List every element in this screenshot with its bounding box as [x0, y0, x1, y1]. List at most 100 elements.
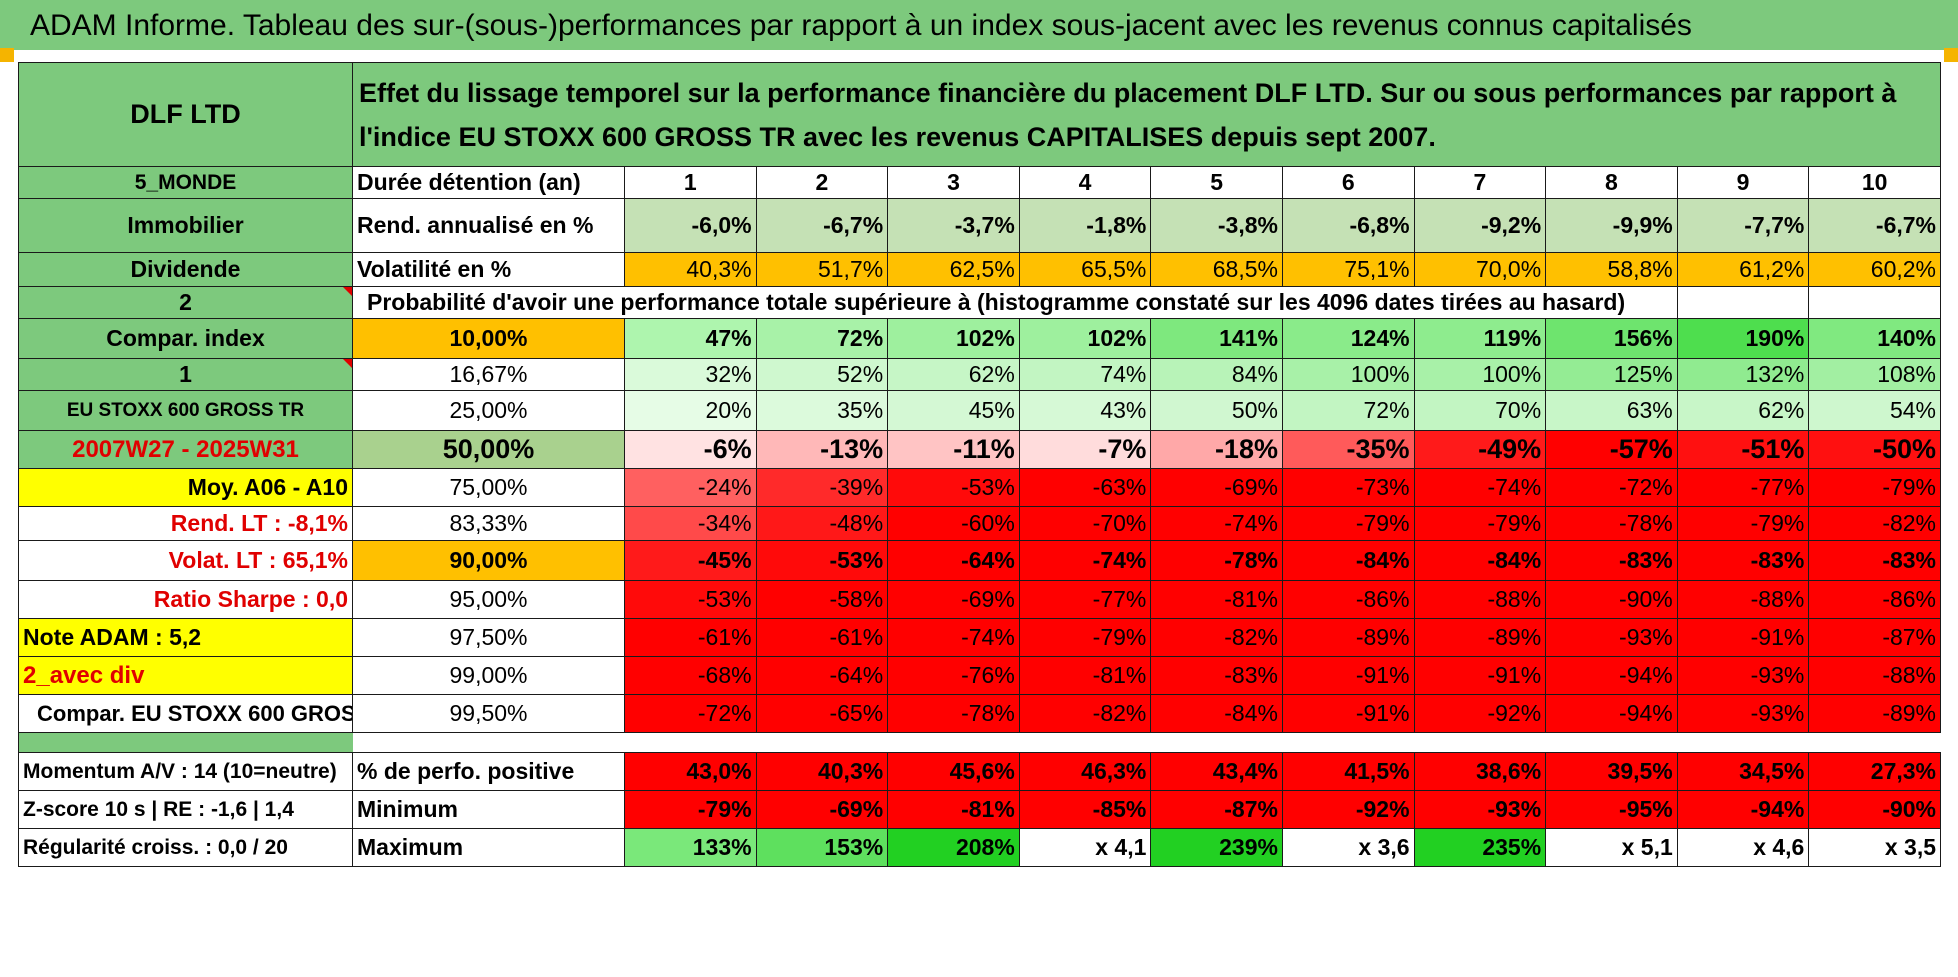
- vol-row: Dividende Volatilité en % 40,3% 51,7% 62,5% 6…: [18, 252, 1942, 287]
- quantile-value: 141%: [1150, 318, 1283, 359]
- quantile-value: 125%: [1545, 358, 1678, 391]
- year-header: 7: [1413, 166, 1547, 199]
- quantile-value: 74%: [1018, 358, 1152, 391]
- quantile-value: -94%: [1545, 694, 1678, 733]
- probability-row: 2 Probabilité d'avoir une performance tot…: [18, 286, 1942, 319]
- quantile-value: -88%: [1676, 580, 1810, 619]
- rend-value: -1,8%: [1018, 198, 1152, 253]
- quantile-value: -72%: [624, 694, 757, 733]
- quantile-threshold: 95,00%: [352, 580, 625, 619]
- quantile-value: -83%: [1545, 540, 1678, 581]
- quantile-row: Compar. EU STOXX 600 GROSS TR99,50%-72%-…: [18, 694, 1942, 733]
- minimum-row-value: -69%: [755, 790, 889, 829]
- quantile-value: -74%: [1018, 540, 1152, 581]
- probability-label: Probabilité d'avoir une performance tota…: [352, 286, 1678, 319]
- vol-value: 51,7%: [755, 252, 889, 287]
- quantile-threshold: 99,00%: [352, 656, 625, 695]
- quantile-value: -64%: [887, 540, 1020, 581]
- compar-full-label: Compar. EU STOXX 600 GROSS TR: [18, 694, 353, 733]
- quantile-value: 72%: [1281, 390, 1415, 431]
- quantile-row: Compar. index 10,00% 47% 72% 102% 102% 141% 124…: [18, 318, 1942, 359]
- quantile-value: -51%: [1676, 430, 1810, 469]
- positive-row-value: 43,0%: [624, 752, 757, 791]
- vol-value: 60,2%: [1808, 252, 1942, 287]
- quantile-value: 100%: [1413, 358, 1547, 391]
- year-header: 9: [1676, 166, 1810, 199]
- quantile-value: -93%: [1676, 656, 1810, 695]
- year-header: 5: [1150, 166, 1283, 199]
- avec-div-label: 2_avec div: [18, 656, 353, 695]
- quantile-value: -79%: [1281, 506, 1415, 541]
- minimum-row-value: -79%: [624, 790, 757, 829]
- quantile-value: -77%: [1676, 468, 1810, 507]
- quantile-value: -89%: [1808, 694, 1942, 733]
- maximum-row-value: 239%: [1150, 828, 1283, 867]
- quantile-value: 52%: [755, 358, 889, 391]
- quantile-value: -89%: [1281, 618, 1415, 657]
- quantile-value: -91%: [1676, 618, 1810, 657]
- quantile-value: -79%: [1808, 468, 1942, 507]
- quantile-value: -91%: [1413, 656, 1547, 695]
- maximum-row-value: x 4,6: [1676, 828, 1810, 867]
- quantile-threshold: 50,00%: [352, 430, 625, 469]
- maximum-row-value: 133%: [624, 828, 757, 867]
- rend-value: -6,0%: [624, 198, 757, 253]
- quantile-value: -86%: [1281, 580, 1415, 619]
- quantile-row: Note ADAM : 5,2 97,50% -61% -61% -74% -79% -82…: [18, 618, 1942, 657]
- quantile-value: -53%: [887, 468, 1020, 507]
- type-label: Immobilier: [18, 198, 353, 253]
- selector-a[interactable]: 2: [18, 286, 353, 319]
- fund-description: Effet du lissage temporel sur la perform…: [351, 62, 1942, 167]
- selector-b[interactable]: 1: [18, 358, 353, 391]
- quantile-value: 102%: [1018, 318, 1152, 359]
- year-header: 1: [624, 166, 757, 199]
- positive-row-value: 38,6%: [1413, 752, 1547, 791]
- quantile-value: 70%: [1413, 390, 1547, 431]
- quantile-value: -72%: [1545, 468, 1678, 507]
- quantile-value: -60%: [887, 506, 1020, 541]
- quantile-value: 100%: [1281, 358, 1415, 391]
- positive-row-value: 41,5%: [1281, 752, 1415, 791]
- quantile-value: -53%: [755, 540, 889, 581]
- rend-lt-label: Rend. LT : -8,1%: [18, 506, 353, 541]
- maximum-row-value: x 4,1: [1018, 828, 1152, 867]
- minimum-row-value: -81%: [887, 790, 1020, 829]
- quantile-threshold: 83,33%: [352, 506, 625, 541]
- quantile-value: 35%: [755, 390, 889, 431]
- positive-row-value: 34,5%: [1676, 752, 1810, 791]
- quantile-value: 62%: [1676, 390, 1810, 431]
- quantile-value: -76%: [887, 656, 1020, 695]
- quantile-value: 132%: [1676, 358, 1810, 391]
- compar-index-label: Compar. index: [18, 318, 353, 359]
- maximum-row-value: x 3,5: [1808, 828, 1942, 867]
- quantile-value: 119%: [1413, 318, 1547, 359]
- vol-label: Volatilité en %: [352, 252, 625, 287]
- positive-row-value: 43,4%: [1150, 752, 1283, 791]
- quantile-value: -24%: [624, 468, 757, 507]
- maximum-row-label: Maximum: [352, 828, 625, 867]
- quantile-value: -90%: [1545, 580, 1678, 619]
- quantile-value: -73%: [1281, 468, 1415, 507]
- quantile-threshold: 90,00%: [352, 540, 625, 581]
- quantile-value: -94%: [1545, 656, 1678, 695]
- minimum-row-value: -92%: [1281, 790, 1415, 829]
- maximum-row-value: 235%: [1413, 828, 1547, 867]
- header-row: DLF LTD Effet du lissage temporel sur la …: [18, 62, 1942, 167]
- quantile-value: -65%: [755, 694, 889, 733]
- maximum-row-value: 208%: [887, 828, 1020, 867]
- year-header: 2: [755, 166, 889, 199]
- positive-row-value: 45,6%: [887, 752, 1020, 791]
- zscore-label: Z-score 10 s | RE : -1,6 | 1,4: [18, 790, 353, 829]
- quantile-value: -69%: [887, 580, 1020, 619]
- minimum-row-value: -94%: [1676, 790, 1810, 829]
- vol-value: 62,5%: [887, 252, 1020, 287]
- quantile-value: -83%: [1676, 540, 1810, 581]
- quantile-threshold: 99,50%: [352, 694, 625, 733]
- quantile-value: -88%: [1413, 580, 1547, 619]
- volat-lt-label: Volat. LT : 65,1%: [18, 540, 353, 581]
- empty-cell: [1676, 286, 1810, 319]
- minimum-row-value: -85%: [1018, 790, 1152, 829]
- quantile-row: Ratio Sharpe : 0,0 95,00% -53% -58% -69% -77%…: [18, 580, 1942, 619]
- year-header: 3: [887, 166, 1020, 199]
- quantile-value: 124%: [1281, 318, 1415, 359]
